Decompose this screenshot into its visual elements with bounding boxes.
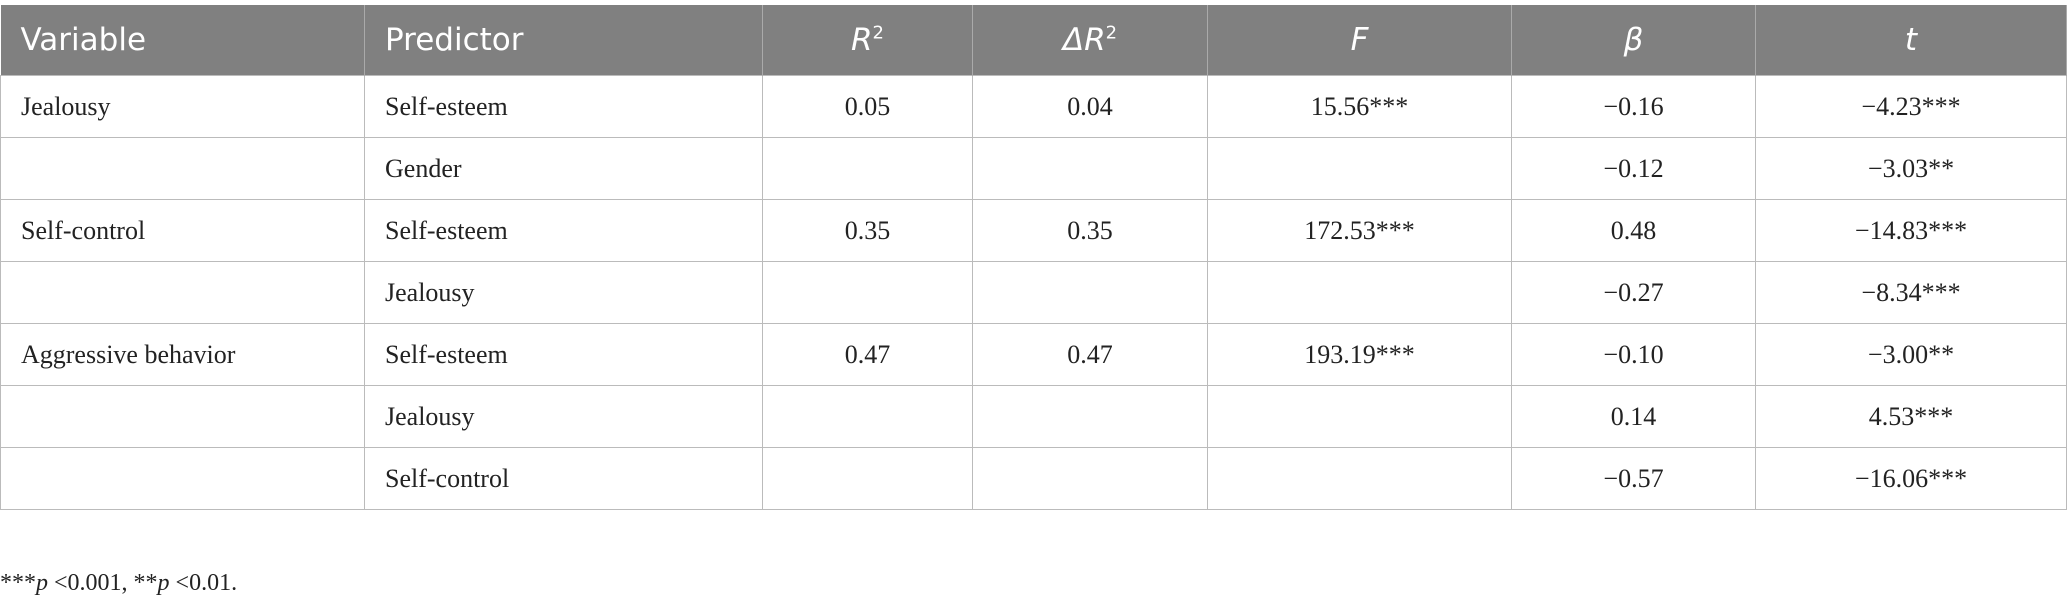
table-cell: Self-control: [364, 447, 763, 510]
table-row: Jealousy Self-esteem 0.05 0.04 15.56*** −0.16…: [0, 75, 2067, 138]
header-cell: Variable: [0, 5, 365, 76]
header-text: Predictor: [385, 22, 524, 58]
table-cell: −3.00**: [1755, 323, 2067, 386]
header-cell: ΔR2: [972, 5, 1208, 76]
table-cell: Jealousy: [0, 75, 365, 138]
table-cell: 172.53***: [1207, 199, 1512, 262]
header-cell: t: [1755, 5, 2067, 76]
table-cell: Jealousy: [364, 385, 763, 448]
header-superscript: 2: [1105, 22, 1118, 44]
table-cell: 15.56***: [1207, 75, 1512, 138]
header-text: Variable: [20, 22, 147, 58]
table-cell: 0.35: [972, 199, 1208, 262]
header-text: t: [1904, 22, 1918, 58]
table-cell: [0, 137, 365, 200]
table-cell: 4.53***: [1755, 385, 2067, 448]
footnote-part: p: [157, 570, 170, 596]
table-cell: 0.04: [972, 75, 1208, 138]
table-row: Self-control −0.57 −16.06***: [0, 447, 2067, 510]
table-cell: Self-control: [0, 199, 365, 262]
table-cell: −0.27: [1511, 261, 1756, 324]
header-text: ΔR: [1062, 22, 1106, 58]
footnote-part: p: [36, 570, 48, 596]
table-cell: 0.14: [1511, 385, 1756, 448]
table-cell: [762, 385, 973, 448]
footnote-part: <0.001, **: [48, 570, 158, 596]
table-cell: Self-esteem: [364, 75, 763, 138]
header-cell: R2: [762, 5, 973, 76]
table-cell: 0.48: [1511, 199, 1756, 262]
table-cell: −0.12: [1511, 137, 1756, 200]
table-cell: −0.16: [1511, 75, 1756, 138]
table-row: Jealousy 0.14 4.53***: [0, 385, 2067, 448]
header-cell: Predictor: [364, 5, 763, 76]
header-cell: F: [1207, 5, 1512, 76]
footnote-part: <0.01.: [169, 570, 238, 596]
footnote: ***p <0.001, **p <0.01.: [0, 570, 237, 597]
header-text: R: [851, 22, 873, 58]
table-cell: −4.23***: [1755, 75, 2067, 138]
table-cell: [1207, 137, 1512, 200]
table-cell: [1207, 261, 1512, 324]
table-cell: [0, 385, 365, 448]
header-superscript: 2: [872, 22, 884, 44]
table-cell: [972, 137, 1208, 200]
table-cell: [972, 447, 1208, 510]
table-cell: [0, 447, 365, 510]
table-cell: [1207, 447, 1512, 510]
table-cell: [762, 261, 973, 324]
table-cell: [972, 261, 1208, 324]
footnote-part: ***: [0, 570, 36, 596]
table-cell: [0, 261, 365, 324]
header-cell: β: [1511, 5, 1756, 76]
table-cell: −16.06***: [1755, 447, 2067, 510]
table-body: Jealousy Self-esteem 0.05 0.04 15.56*** −0.16…: [0, 75, 2067, 510]
table-cell: Gender: [364, 137, 763, 200]
table-row: Aggressive behavior Self-esteem 0.47 0.47 19…: [0, 323, 2067, 386]
table-cell: Self-esteem: [364, 199, 763, 262]
table-row: Gender −0.12 −3.03**: [0, 137, 2067, 200]
header-text: F: [1350, 22, 1369, 58]
table-cell: −8.34***: [1755, 261, 2067, 324]
table-cell: Aggressive behavior: [0, 323, 365, 386]
table-cell: [762, 137, 973, 200]
table-row: Jealousy −0.27 −8.34***: [0, 261, 2067, 324]
table-cell: Jealousy: [364, 261, 763, 324]
table-cell: 0.35: [762, 199, 973, 262]
table-cell: 0.05: [762, 75, 973, 138]
table-cell: [762, 447, 973, 510]
table-cell: −0.10: [1511, 323, 1756, 386]
table-cell: −3.03**: [1755, 137, 2067, 200]
table-cell: 193.19***: [1207, 323, 1512, 386]
table-row: Self-control Self-esteem 0.35 0.35 172.53***…: [0, 199, 2067, 262]
table-cell: Self-esteem: [364, 323, 763, 386]
table-cell: −14.83***: [1755, 199, 2067, 262]
table-cell: [1207, 385, 1512, 448]
table-cell: 0.47: [762, 323, 973, 386]
table-cell: [972, 385, 1208, 448]
table-cell: −0.57: [1511, 447, 1756, 510]
table-cell: 0.47: [972, 323, 1208, 386]
header-text: β: [1623, 22, 1644, 58]
